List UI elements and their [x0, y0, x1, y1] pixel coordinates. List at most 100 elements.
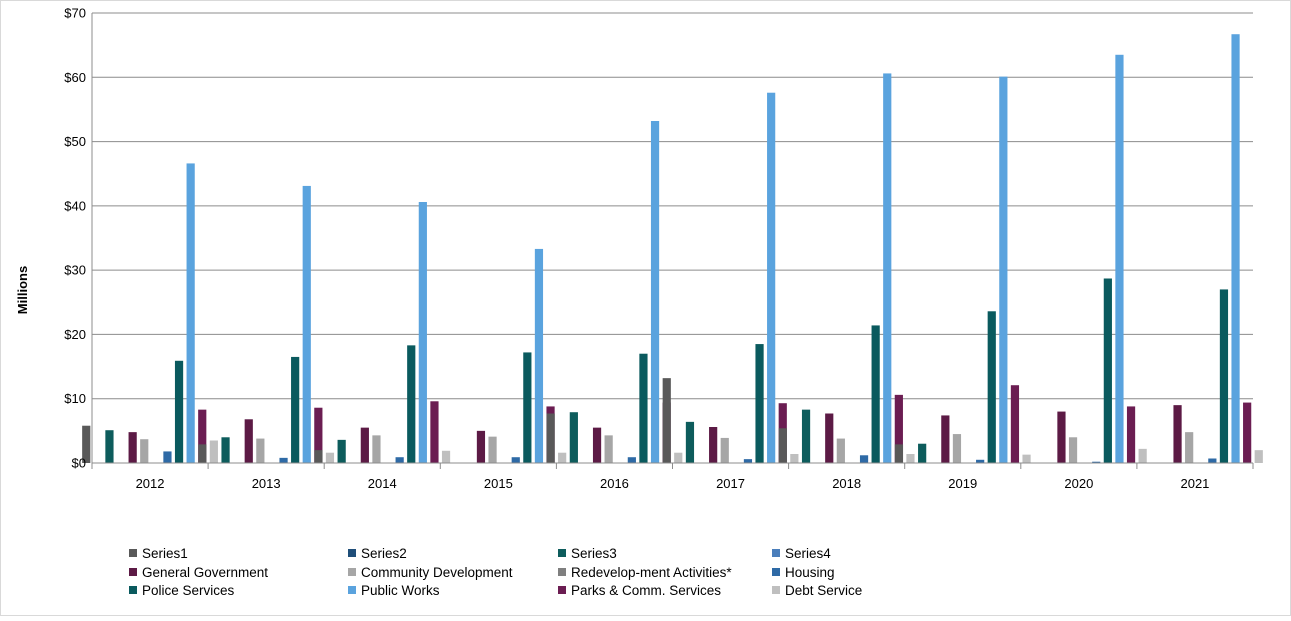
bar	[372, 435, 381, 463]
bar	[314, 407, 323, 463]
legend-swatch	[129, 586, 137, 594]
bar	[476, 430, 486, 463]
bar	[360, 427, 369, 463]
bar	[256, 438, 265, 463]
bar	[918, 443, 927, 463]
legend-label: Series1	[142, 546, 188, 561]
bar	[198, 409, 207, 463]
bar	[999, 76, 1008, 464]
bar	[1173, 405, 1182, 463]
bar	[140, 439, 149, 463]
y-tick-label: $0	[72, 456, 86, 471]
bar	[546, 413, 555, 463]
bar	[1208, 458, 1217, 463]
bar	[395, 457, 404, 463]
bar	[209, 440, 218, 463]
y-axis-title: Millions	[15, 266, 30, 314]
bar	[685, 421, 695, 463]
bar	[430, 401, 439, 463]
gridlines	[92, 12, 1253, 400]
bar	[778, 428, 787, 463]
y-tick-label: $10	[64, 391, 86, 406]
bar	[407, 345, 416, 463]
bar	[337, 439, 346, 463]
bar	[720, 437, 729, 463]
bar	[105, 430, 114, 463]
bar	[871, 325, 880, 463]
legend-label: Police Services	[142, 583, 235, 598]
legend-label: Parks & Comm. Services	[571, 583, 721, 598]
legend-swatch	[348, 586, 356, 594]
bar	[1057, 411, 1066, 463]
bar	[662, 378, 671, 463]
x-tick-label: 2017	[716, 476, 745, 491]
legend-label: Series2	[361, 546, 407, 561]
axes: $0 $10 $20 $30 $40 $50 $60 $70 2012 2013 2014 2015 2…	[64, 6, 1254, 491]
legend-swatch	[129, 549, 137, 557]
bar	[1092, 461, 1101, 463]
legend-label: Public Works	[361, 583, 440, 598]
legend-swatch	[558, 549, 566, 557]
y-tick-label: $50	[64, 134, 86, 149]
bar	[767, 92, 776, 463]
bar	[1115, 54, 1124, 464]
bar	[883, 73, 892, 463]
bar	[1243, 402, 1252, 463]
x-tick-label: 2012	[136, 476, 165, 491]
legend-label: Debt Service	[785, 583, 862, 598]
legend-swatch	[772, 586, 780, 594]
y-tick-label: $60	[64, 70, 86, 85]
bar	[488, 436, 497, 463]
bar	[244, 419, 253, 463]
legend-label: Series4	[785, 546, 831, 561]
bar	[291, 356, 300, 463]
bar	[82, 425, 91, 463]
bar	[1231, 34, 1240, 463]
bar	[709, 427, 718, 463]
y-tick-label: $40	[64, 198, 86, 213]
y-tick-label: $30	[64, 263, 86, 278]
bar	[894, 444, 904, 463]
legend-swatch	[348, 549, 356, 557]
bar	[755, 344, 764, 463]
y-tick-label: $70	[64, 6, 86, 21]
bar	[790, 454, 799, 463]
bar	[441, 450, 451, 463]
bar	[1219, 289, 1229, 463]
bar	[418, 202, 427, 463]
legend-label: Series3	[571, 546, 617, 561]
bar	[1068, 437, 1078, 463]
bar	[976, 459, 985, 463]
bar	[836, 438, 845, 463]
bar	[987, 311, 996, 463]
legend-label: Housing	[785, 565, 835, 580]
bar	[952, 434, 962, 463]
bar	[174, 360, 184, 463]
bar	[1022, 454, 1031, 463]
x-tick-label: 2016	[600, 476, 629, 491]
legend-swatch	[558, 568, 566, 576]
bar	[859, 455, 869, 463]
x-tick-label: 2021	[1180, 476, 1209, 491]
bar	[279, 457, 288, 463]
legend-label: Redevelop-ment Activities*	[571, 565, 732, 580]
bar	[941, 415, 950, 463]
bar	[801, 409, 811, 463]
bar	[325, 452, 335, 463]
legend-swatch	[772, 549, 780, 557]
legend-label: General Government	[142, 565, 268, 580]
bar	[650, 121, 660, 463]
bar	[1254, 450, 1263, 463]
bars	[82, 34, 1263, 464]
bar	[592, 427, 602, 463]
bar	[163, 451, 172, 463]
bar	[186, 163, 195, 463]
x-tick-label: 2014	[368, 476, 397, 491]
bar	[511, 457, 520, 463]
bar	[906, 454, 915, 463]
x-tick-label: 2015	[484, 476, 513, 491]
bar	[604, 435, 613, 463]
